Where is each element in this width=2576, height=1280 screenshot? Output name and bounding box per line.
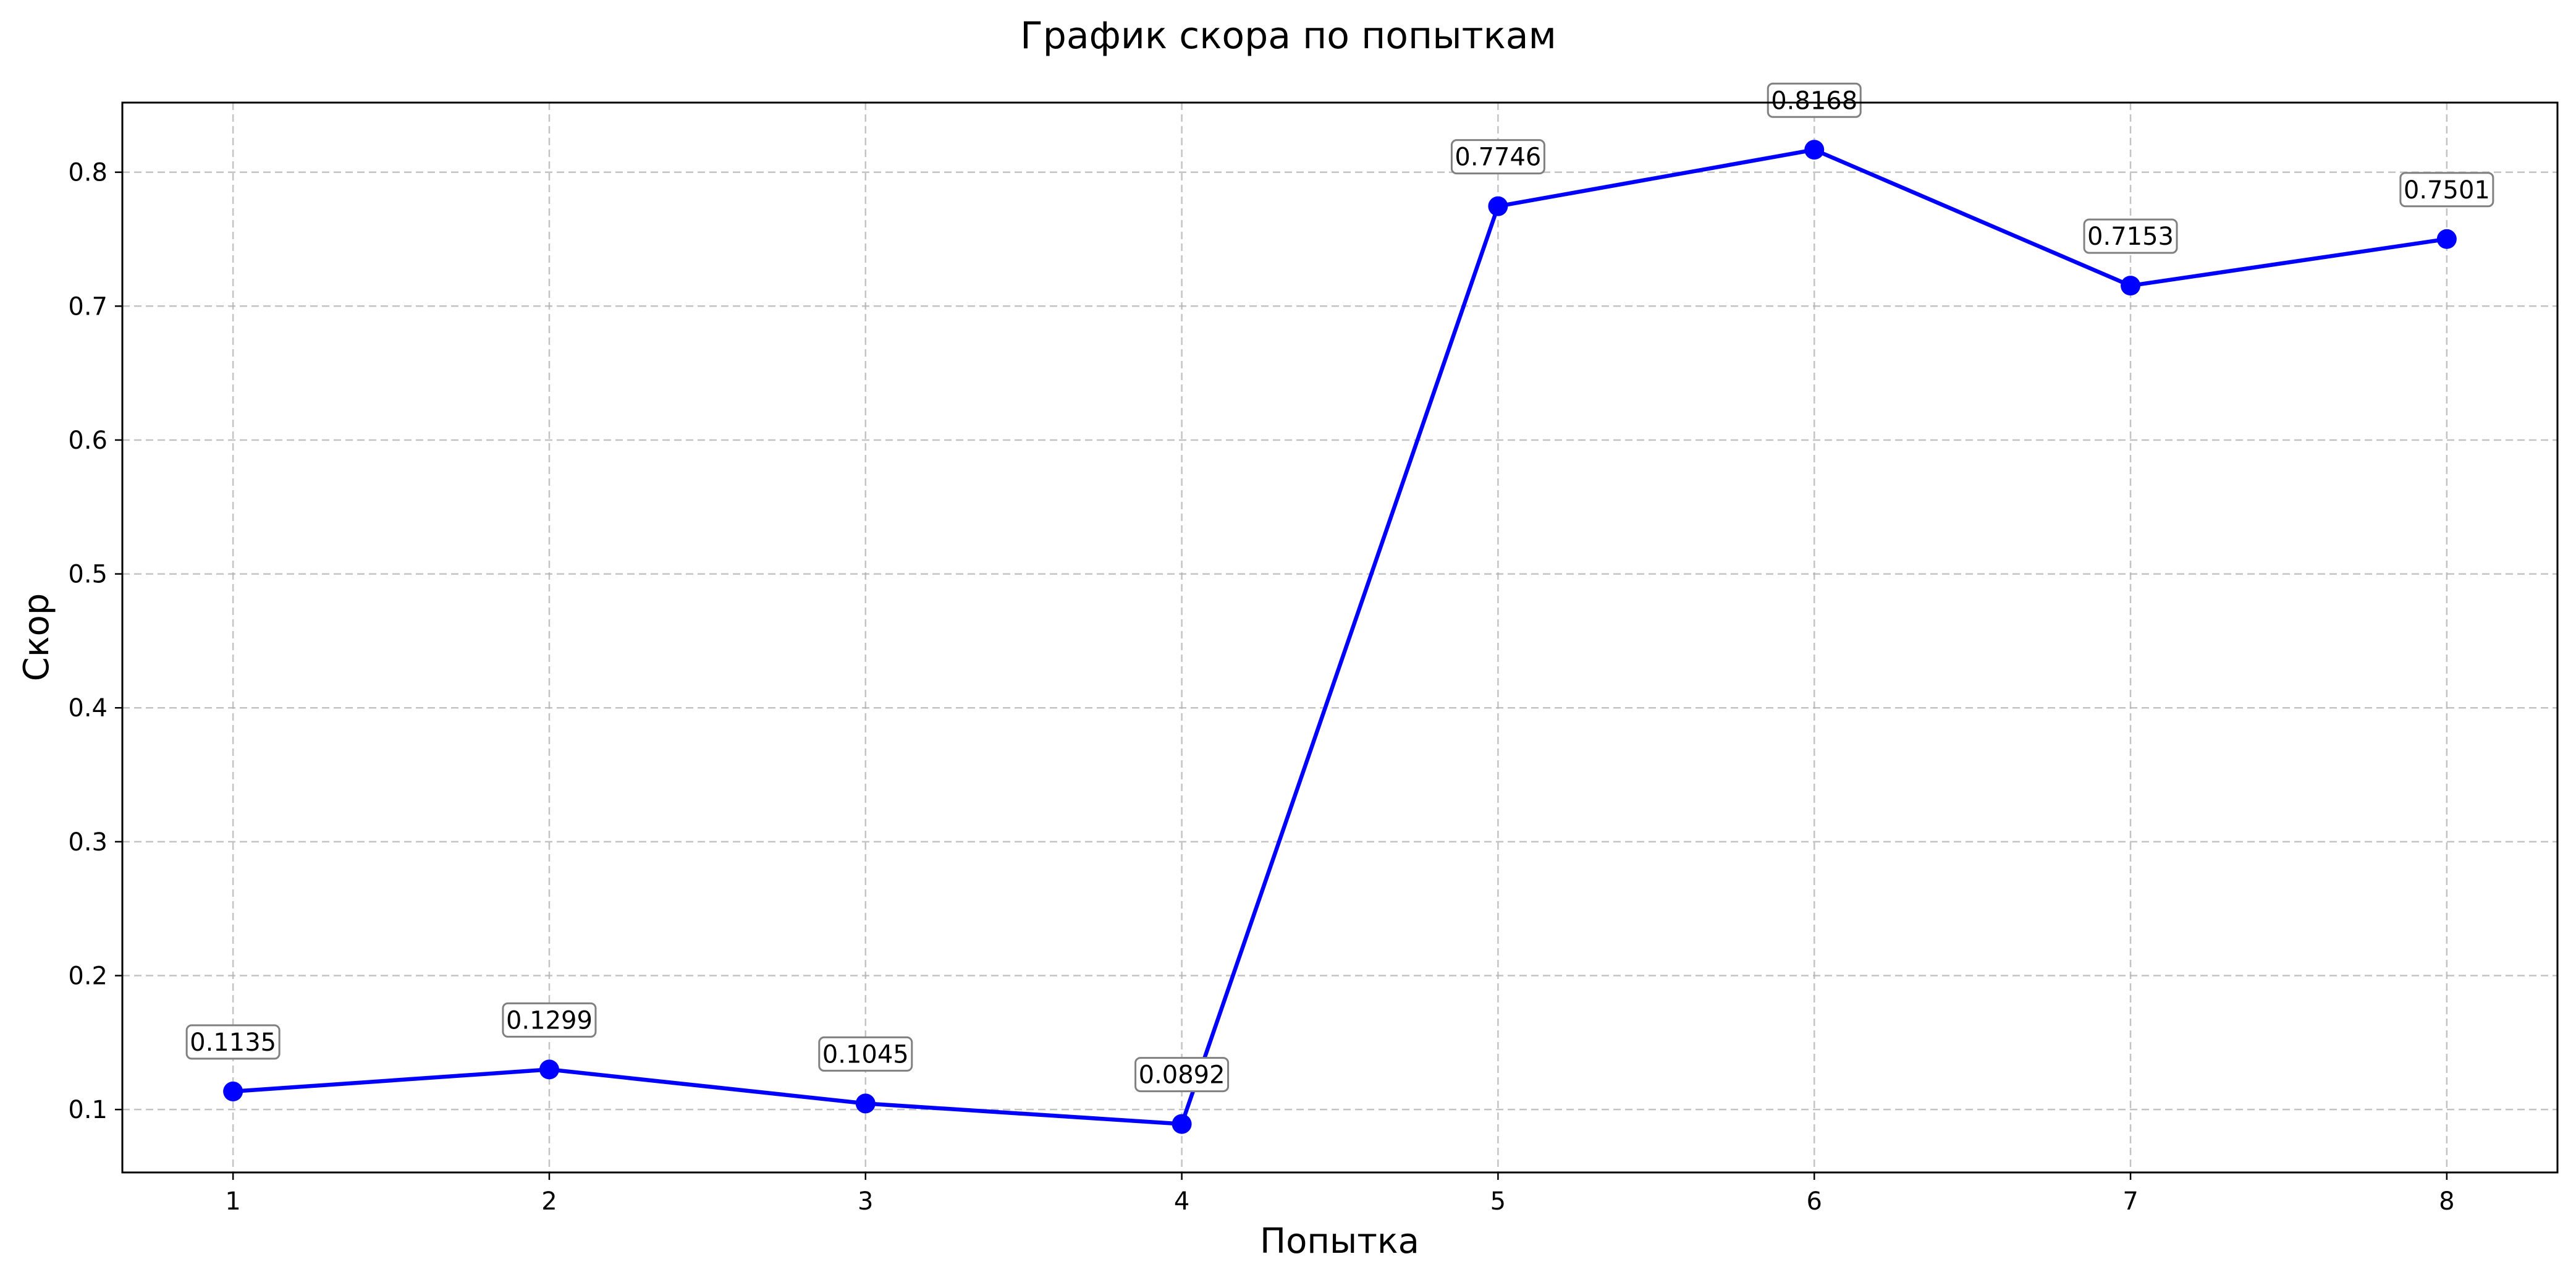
y-tick-label: 0.1 [68,1096,108,1124]
x-tick-label: 2 [541,1187,557,1216]
data-label-box [1767,82,1862,118]
data-label-box [2083,218,2178,254]
series-line [232,148,2447,1126]
y-tick-label: 0.7 [68,292,108,321]
plot-frame [121,101,2559,1174]
y-tick-label: 0.2 [68,962,108,991]
data-point [539,1059,559,1080]
x-tick-label: 8 [2439,1187,2454,1216]
data-label-box [1450,139,1545,175]
data-label-box [2399,172,2494,208]
x-tick-label: 5 [1490,1187,1506,1216]
data-point [1804,140,1825,160]
data-label: 0.8168 [1771,87,1857,115]
data-label: 0.7501 [2404,176,2490,205]
data-labels: 0.1135 0.1299 0.1045 0.0892 0.7746 0.8168 0.71… [185,82,2494,1093]
data-label-box [1134,1057,1230,1093]
data-point [2436,229,2457,249]
y-axis-label: Скор [17,593,57,682]
data-label: 0.7746 [1455,143,1541,172]
x-tick-label: 4 [1174,1187,1189,1216]
data-point [223,1081,243,1101]
chart-title: График скора по попыткам [1020,14,1556,57]
data-point [2121,276,2141,296]
grid [122,103,2557,1172]
data-label: 0.1135 [190,1028,276,1057]
y-tick-label: 0.4 [68,694,108,723]
data-label: 0.1299 [506,1006,593,1035]
y-tick-label: 0.8 [68,159,108,187]
y-tick-label: 0.6 [68,426,108,455]
data-label: 0.0892 [1139,1061,1225,1090]
data-label-box [818,1036,913,1072]
x-axis-label: Попытка [1260,1221,1419,1261]
x-tick-label: 1 [225,1187,240,1216]
x-tick-label: 3 [858,1187,873,1216]
x-tick-label: 7 [2122,1187,2138,1216]
data-label-box [185,1024,281,1060]
y-tick-label: 0.5 [68,561,108,589]
series-score [223,140,2457,1134]
y-tick-label: 0.3 [68,828,108,857]
data-point [1172,1114,1192,1134]
data-label: 0.1045 [822,1040,909,1069]
x-tick-label: 6 [1807,1187,1822,1216]
data-label-box [502,1002,597,1038]
data-point [1488,196,1508,216]
data-point [855,1093,876,1114]
data-label: 0.7153 [2087,223,2174,251]
axis-ticks: 1 2 3 4 5 6 7 8 0.1 0.2 0.3 0.4 0.5 0.6 0.7 0.8 [68,159,2454,1216]
